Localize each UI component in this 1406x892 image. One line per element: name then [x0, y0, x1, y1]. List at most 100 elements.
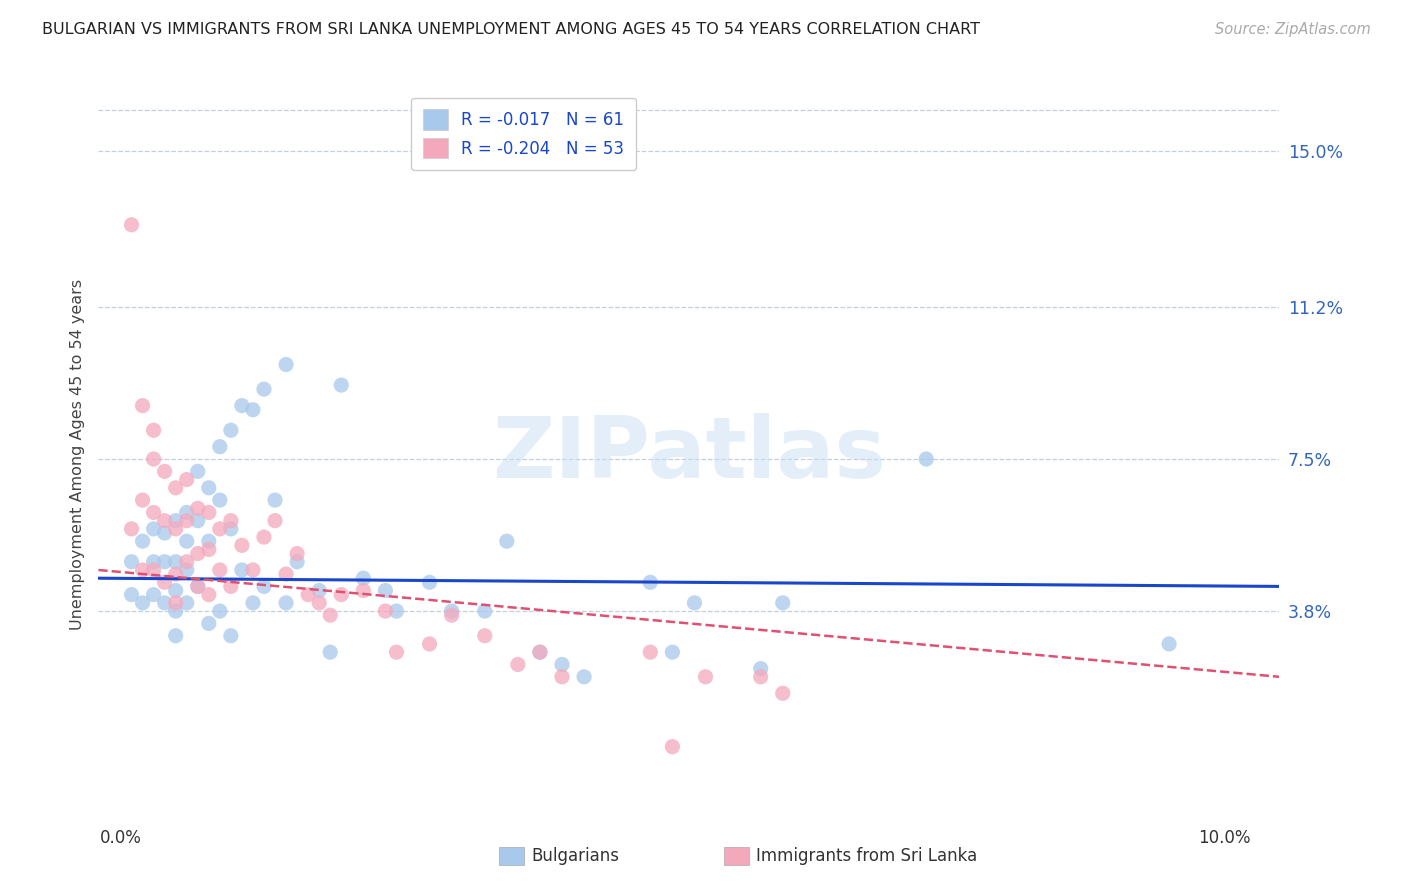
Point	[1157, 637, 1180, 651]
Point	[176, 596, 198, 610]
Point	[187, 579, 209, 593]
Point	[308, 583, 330, 598]
Text: Bulgarians: Bulgarians	[531, 847, 620, 865]
Point	[231, 538, 253, 552]
Point	[198, 505, 221, 519]
Point	[253, 530, 276, 544]
Point	[165, 596, 187, 610]
Point	[121, 588, 143, 602]
Point	[695, 670, 717, 684]
Text: ZIPatlas: ZIPatlas	[492, 413, 886, 497]
Point	[264, 514, 287, 528]
Point	[142, 588, 165, 602]
Point	[683, 596, 706, 610]
Point	[187, 501, 209, 516]
Point	[506, 657, 529, 672]
Point	[153, 514, 176, 528]
Y-axis label: Unemployment Among Ages 45 to 54 years: Unemployment Among Ages 45 to 54 years	[69, 279, 84, 631]
Point	[142, 522, 165, 536]
Point	[661, 739, 683, 754]
Point	[374, 583, 396, 598]
Point	[219, 423, 242, 437]
Point	[297, 588, 319, 602]
Point	[385, 645, 408, 659]
Point	[176, 505, 198, 519]
Point	[274, 596, 297, 610]
Point	[198, 588, 221, 602]
Point	[131, 596, 153, 610]
Point	[385, 604, 408, 618]
Point	[165, 481, 187, 495]
Point	[915, 452, 938, 467]
Point	[495, 534, 517, 549]
Point	[474, 629, 496, 643]
Point	[153, 526, 176, 541]
Point	[198, 616, 221, 631]
Point	[219, 522, 242, 536]
Point	[187, 514, 209, 528]
Point	[187, 579, 209, 593]
Point	[308, 596, 330, 610]
Point	[440, 608, 463, 623]
Point	[572, 670, 595, 684]
Legend: R = -0.017   N = 61, R = -0.204   N = 53: R = -0.017 N = 61, R = -0.204 N = 53	[412, 97, 636, 169]
Point	[176, 563, 198, 577]
Point	[176, 555, 198, 569]
Point	[219, 514, 242, 528]
Point	[131, 399, 153, 413]
Point	[153, 464, 176, 478]
Text: Immigrants from Sri Lanka: Immigrants from Sri Lanka	[756, 847, 977, 865]
Point	[772, 596, 794, 610]
Point	[176, 473, 198, 487]
Point	[153, 575, 176, 590]
Point	[330, 378, 353, 392]
Point	[142, 505, 165, 519]
Point	[208, 493, 231, 508]
Point	[274, 567, 297, 582]
Point	[121, 555, 143, 569]
Point	[187, 547, 209, 561]
Point	[253, 579, 276, 593]
Point	[219, 579, 242, 593]
Point	[319, 608, 342, 623]
Point	[285, 555, 308, 569]
Point	[165, 522, 187, 536]
Point	[198, 542, 221, 557]
Point	[208, 604, 231, 618]
Point	[165, 555, 187, 569]
Point	[198, 534, 221, 549]
Point	[474, 604, 496, 618]
Point	[131, 563, 153, 577]
Point	[121, 218, 143, 232]
Point	[285, 547, 308, 561]
Point	[176, 534, 198, 549]
Point	[749, 670, 772, 684]
Point	[142, 563, 165, 577]
Point	[165, 567, 187, 582]
Point	[352, 571, 374, 585]
Point	[165, 583, 187, 598]
Point	[419, 575, 441, 590]
Point	[165, 514, 187, 528]
Point	[198, 481, 221, 495]
Point	[772, 686, 794, 700]
Point	[142, 452, 165, 467]
Point	[330, 588, 353, 602]
Point	[131, 493, 153, 508]
Point	[352, 583, 374, 598]
Point	[208, 522, 231, 536]
Point	[176, 514, 198, 528]
Point	[231, 399, 253, 413]
Point	[440, 604, 463, 618]
Point	[121, 522, 143, 536]
Point	[253, 382, 276, 396]
Point	[231, 563, 253, 577]
Point	[419, 637, 441, 651]
Point	[640, 645, 662, 659]
Point	[187, 464, 209, 478]
Point	[242, 563, 264, 577]
Point	[153, 596, 176, 610]
Point	[219, 629, 242, 643]
Point	[551, 670, 574, 684]
Point	[131, 534, 153, 549]
